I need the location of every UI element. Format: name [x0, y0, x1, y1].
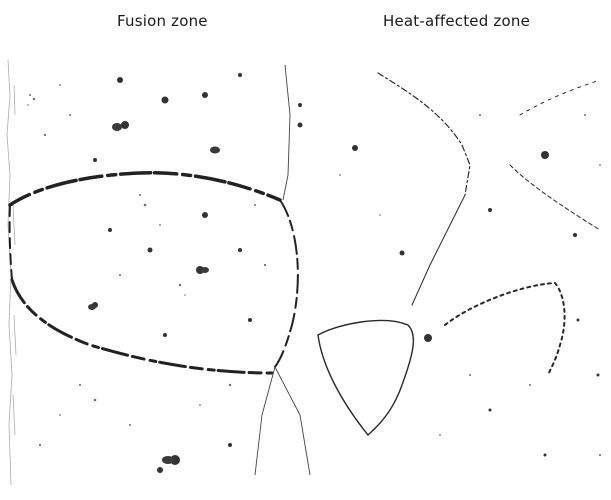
edge-texture	[6, 59, 17, 486]
speckle-clusters	[27, 84, 601, 456]
heat-affected-zone-label: Heat-affected zone	[383, 12, 531, 30]
dark-blotches	[88, 123, 220, 464]
haz-grain-boundaries	[317, 72, 601, 436]
micrograph-image	[6, 59, 601, 486]
fusion-zone-label: Fusion zone	[117, 12, 208, 30]
fusion-grain-boundary	[8, 171, 299, 375]
particles	[92, 73, 600, 473]
zone-boundary	[254, 64, 311, 476]
